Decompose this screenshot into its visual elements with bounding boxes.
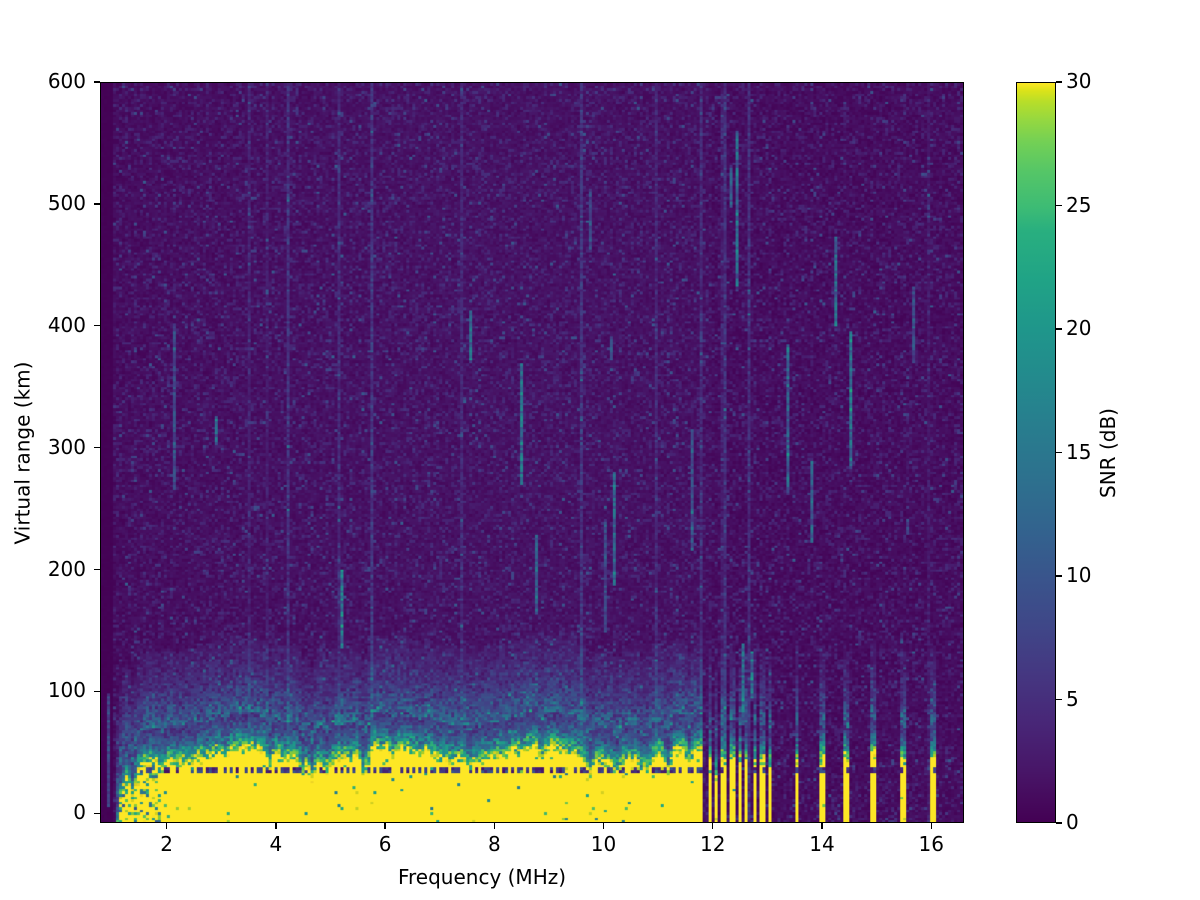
colorbar-tick-mark bbox=[1056, 81, 1062, 83]
y-axis-label: Virtual range (km) bbox=[9, 361, 34, 544]
colorbar-tick-label: 20 bbox=[1066, 316, 1092, 340]
x-tick-label: 2 bbox=[160, 832, 173, 856]
x-tick-mark bbox=[165, 823, 168, 829]
y-tick-mark bbox=[94, 81, 100, 83]
x-tick-mark bbox=[602, 823, 605, 829]
x-tick-label: 8 bbox=[487, 832, 501, 856]
colorbar bbox=[1016, 82, 1056, 823]
colorbar-tick-mark bbox=[1056, 451, 1062, 454]
y-tick-mark bbox=[94, 203, 100, 205]
x-tick-label: 12 bbox=[700, 832, 726, 856]
colorbar-tick-label: 15 bbox=[1066, 439, 1092, 464]
x-tick-label: 10 bbox=[590, 832, 617, 856]
colorbar-tick-mark bbox=[1056, 328, 1062, 330]
x-tick-label: 4 bbox=[269, 832, 283, 856]
colorbar-label: SNR (dB) bbox=[1095, 407, 1120, 498]
colorbar-tick-label: 25 bbox=[1066, 192, 1092, 217]
colorbar-tick-label: 30 bbox=[1066, 69, 1092, 93]
x-tick-mark bbox=[821, 823, 823, 829]
ionogram-heatmap bbox=[101, 83, 963, 822]
x-tick-label: 6 bbox=[378, 832, 392, 856]
colorbar-tick-mark bbox=[1056, 204, 1062, 207]
y-tick-label: 400 bbox=[47, 312, 86, 337]
y-tick-label: 0 bbox=[73, 800, 86, 825]
heatmap-axes bbox=[100, 82, 964, 823]
x-tick-label: 16 bbox=[918, 832, 944, 856]
x-tick-mark bbox=[275, 823, 277, 829]
y-tick-mark bbox=[94, 446, 100, 449]
colorbar-tick-label: 0 bbox=[1066, 810, 1079, 834]
colorbar-tick-label: 5 bbox=[1066, 686, 1079, 711]
x-tick-mark bbox=[493, 823, 495, 829]
y-tick-mark bbox=[94, 812, 100, 814]
colorbar-tick-label: 10 bbox=[1066, 563, 1092, 587]
y-tick-label: 100 bbox=[47, 678, 86, 703]
y-tick-label: 600 bbox=[47, 69, 86, 93]
y-tick-mark bbox=[94, 690, 100, 693]
colorbar-tick-mark bbox=[1056, 575, 1062, 577]
x-axis-label: Frequency (MHz) bbox=[397, 865, 567, 889]
colorbar-tick-mark bbox=[1056, 822, 1062, 824]
y-tick-label: 500 bbox=[47, 190, 86, 215]
x-tick-label: 14 bbox=[809, 832, 835, 856]
y-tick-label: 200 bbox=[47, 556, 86, 581]
colorbar-tick-mark bbox=[1056, 698, 1062, 701]
y-tick-mark bbox=[94, 568, 100, 571]
x-tick-mark bbox=[384, 823, 386, 829]
y-tick-label: 300 bbox=[47, 434, 86, 459]
y-tick-mark bbox=[94, 325, 100, 327]
x-tick-mark bbox=[930, 823, 932, 829]
x-tick-mark bbox=[712, 823, 714, 829]
